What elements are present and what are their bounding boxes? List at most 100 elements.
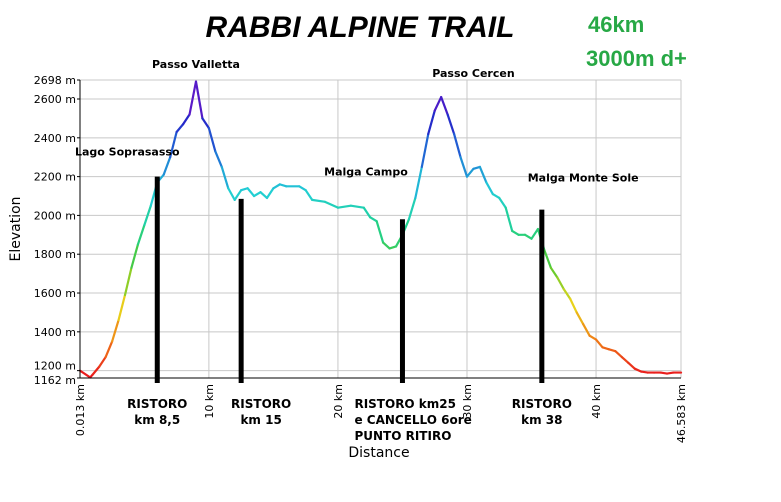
profile-segment	[627, 361, 636, 370]
profile-segment	[188, 80, 198, 116]
profile-segment	[214, 150, 223, 169]
y-axis-title: Elevation	[8, 196, 24, 261]
profile-segment	[382, 241, 391, 250]
x-axis-title: Distance	[348, 445, 409, 461]
profile-segment	[362, 206, 372, 219]
y-tick-label: 2000 m	[34, 209, 76, 222]
profile-segment	[104, 340, 114, 359]
profile-segment	[240, 187, 249, 192]
profile-segment	[123, 266, 133, 297]
profile-segment	[440, 95, 449, 116]
ristoro-label: RISTORO	[512, 397, 572, 411]
ristoro-label: RISTORO km25	[354, 397, 456, 411]
profile-segment	[246, 187, 256, 198]
y-tick-label: 1200 m	[34, 360, 76, 373]
profile-segment	[298, 185, 307, 192]
profile-segment	[304, 189, 314, 201]
profile-segment	[562, 288, 572, 300]
aid-stations: RISTORO km 8,5 RISTORO km 15 RISTORO km25 e C…	[127, 176, 572, 443]
profile-segment	[143, 204, 152, 227]
elevation-profile	[78, 80, 683, 379]
x-tick-label: 0.013 km	[74, 384, 87, 436]
elevation-gain-stat: 3000m d+	[586, 46, 687, 71]
y-tick-label: 2200 m	[34, 171, 76, 184]
profile-segment	[582, 322, 591, 337]
ristoro-label: RISTORO	[127, 397, 187, 411]
profile-segment	[265, 187, 275, 200]
profile-segment	[117, 293, 127, 322]
profile-segment	[311, 198, 327, 203]
y-tick-label: 2400 m	[34, 132, 76, 145]
profile-segment	[549, 266, 559, 279]
profile-segment	[175, 123, 185, 134]
profile-segment	[414, 165, 423, 200]
profile-segment	[110, 319, 120, 343]
profile-segment	[272, 183, 281, 190]
profile-segment	[259, 191, 269, 200]
profile-segment	[433, 95, 443, 112]
profile-segment	[427, 109, 436, 136]
profile-segment	[130, 243, 140, 269]
profile-segment	[349, 204, 365, 209]
profile-segment	[511, 229, 520, 236]
profile-segment	[162, 156, 172, 176]
profile-segment	[543, 249, 552, 269]
profile-segment	[388, 245, 398, 250]
y-tick-label: 2600 m	[34, 93, 76, 106]
x-tick-label: 10 km	[203, 384, 216, 419]
x-tick-label: 40 km	[590, 384, 603, 419]
profile-segment	[233, 189, 243, 201]
y-tick-label: 2698 m	[34, 74, 76, 87]
ristoro-label: PUNTO RITIRO	[354, 429, 451, 443]
profile-segment	[556, 276, 565, 291]
x-tick-label: 20 km	[332, 384, 345, 419]
profile-segment	[194, 80, 204, 120]
profile-segment	[181, 113, 191, 126]
profile-segment	[78, 369, 92, 379]
profile-segment	[452, 132, 462, 159]
profile-segment	[91, 365, 101, 376]
profile-segment	[375, 220, 385, 244]
distance-stat: 46km	[588, 12, 644, 37]
grid	[79, 79, 682, 379]
profile-segment	[420, 132, 430, 169]
profile-segment	[459, 156, 469, 178]
waypoint-labels: Passo Valletta Passo Cercen Lago Soprasass…	[75, 58, 639, 185]
profile-segment	[504, 206, 514, 233]
waypoint-label: Lago Soprasasso	[75, 146, 180, 159]
waypoint-label: Malga Monte Sole	[528, 172, 639, 185]
waypoint-label: Passo Valletta	[152, 58, 240, 71]
y-tick-label: 1162 m	[34, 374, 76, 387]
profile-segment	[575, 311, 585, 326]
profile-segment	[336, 204, 352, 209]
profile-segment	[620, 355, 630, 364]
y-tick-label: 1800 m	[34, 248, 76, 261]
y-tick-label: 1400 m	[34, 326, 76, 339]
profile-segment	[407, 196, 417, 221]
profile-segment	[607, 348, 617, 353]
profile-segment	[98, 355, 107, 368]
ristoro-label: km 38	[521, 413, 562, 427]
profile-segment	[278, 183, 288, 188]
profile-segment	[633, 367, 643, 373]
profile-segment	[569, 297, 578, 314]
x-tick-label: 46.583 km	[675, 384, 688, 443]
profile-segment	[523, 233, 533, 240]
profile-segment	[465, 167, 475, 178]
x-tick-label: 30 km	[461, 384, 474, 419]
profile-segment	[252, 191, 262, 198]
profile-segment	[136, 224, 146, 246]
ristoro-label: RISTORO	[231, 397, 291, 411]
ristoro-label: km 8,5	[134, 413, 180, 427]
ristoro-label: km 15	[240, 413, 281, 427]
profile-segment	[485, 181, 494, 196]
profile-segment	[601, 346, 611, 351]
profile-segment	[498, 196, 507, 209]
profile-segment	[323, 200, 340, 209]
profile-segment	[594, 338, 604, 349]
profile-segment	[614, 350, 623, 359]
chart-title: RABBI ALPINE TRAIL	[206, 11, 515, 44]
profile-segment	[446, 113, 456, 136]
x-tick-labels: 0.013 km 10 km 20 km 30 km 40 km 46.583 km	[74, 384, 688, 443]
